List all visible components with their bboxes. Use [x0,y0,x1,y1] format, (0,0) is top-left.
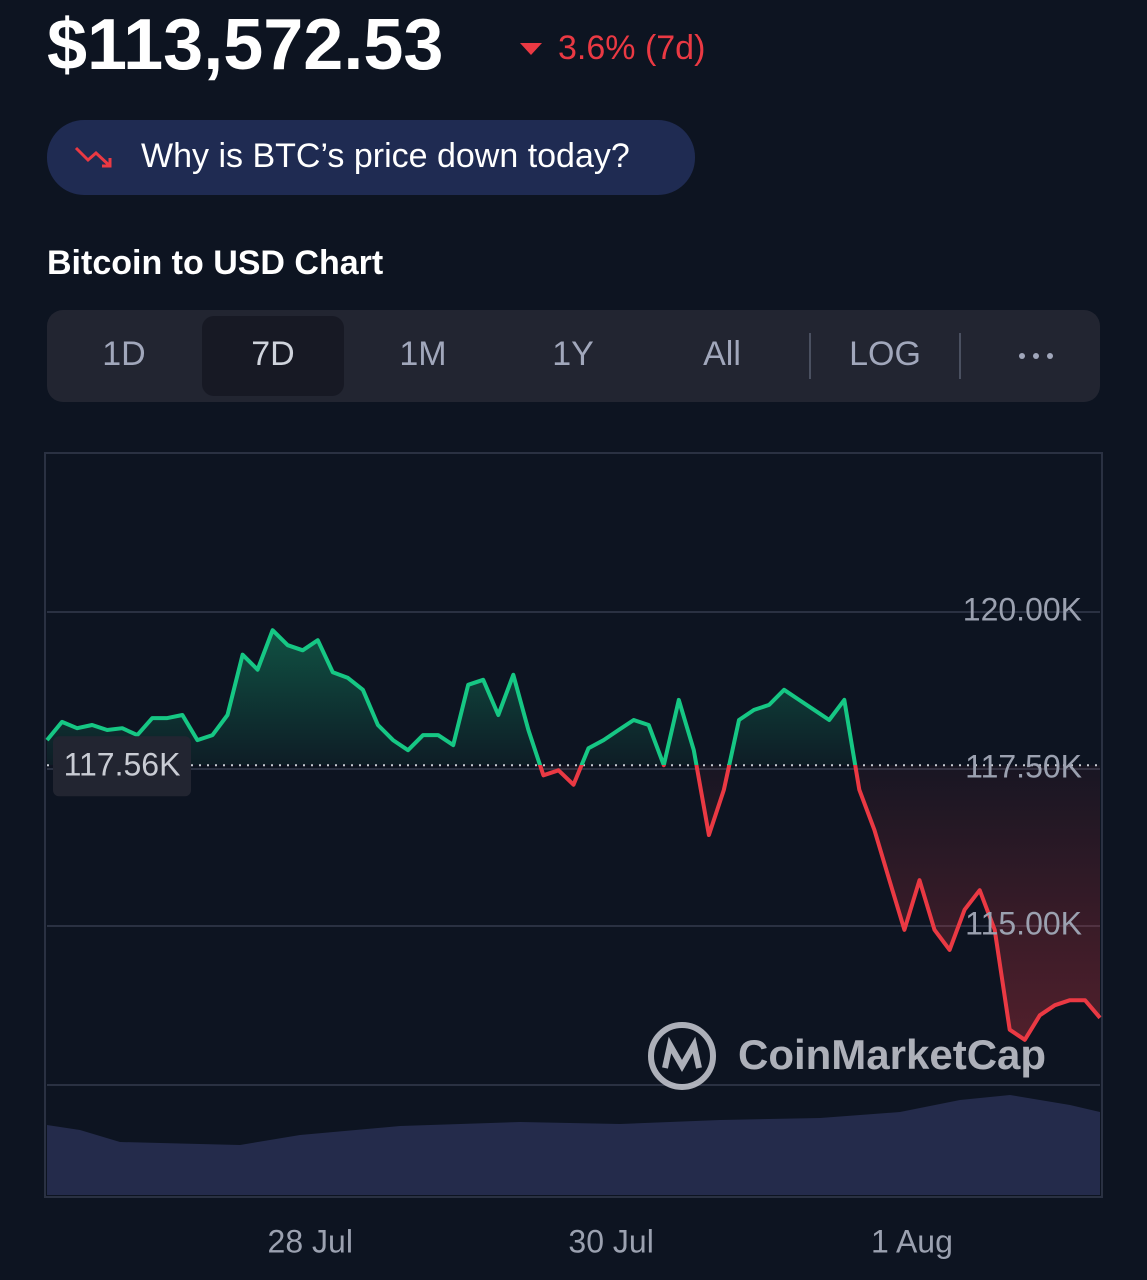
chart-frame [44,452,1103,1198]
tab-label[interactable]: LOG [849,335,921,373]
tab-selected [202,316,344,396]
tab-label[interactable]: 7D [251,335,294,373]
more-icon[interactable] [1019,353,1053,359]
tab-label[interactable]: 1Y [552,335,594,373]
price-change: 3.6% (7d) [558,29,705,67]
baseline-label: 117.56K [64,747,181,783]
x-tick-label: 30 Jul [568,1223,653,1259]
tab-label[interactable]: All [703,335,741,373]
volume-area [47,1095,1100,1195]
chart-heading: Bitcoin to USD Chart [47,244,383,282]
x-tick-label: 1 Aug [871,1223,953,1259]
baseline-label-box [53,736,191,797]
tab-label[interactable]: 1D [102,335,145,373]
x-tick-label: 28 Jul [268,1223,353,1259]
down-arrow [520,43,542,55]
watermark: CoinMarketCap [738,1031,1046,1078]
news-pill[interactable] [47,120,695,195]
price: $113,572.53 [47,5,443,85]
news-text[interactable]: Why is BTC’s price down today? [141,137,630,175]
y-tick-label: 115.00K [965,906,1082,942]
y-tick-label: 117.50K [965,748,1082,784]
watermark-logo [648,1022,716,1090]
price-area [47,630,1100,1040]
tab-label[interactable]: 1M [399,335,446,373]
y-tick-label: 120.00K [963,591,1082,627]
price-line [45,628,1102,1042]
trend-icon [74,146,112,168]
